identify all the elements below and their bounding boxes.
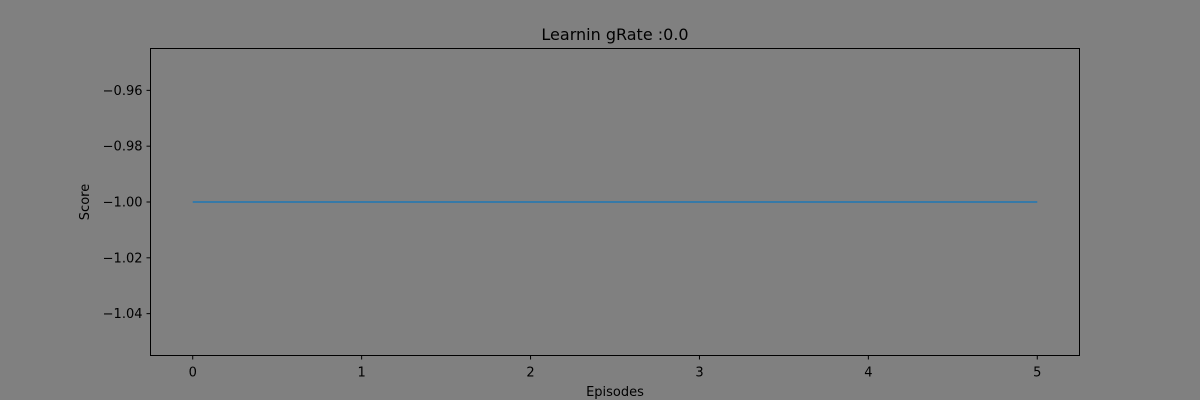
x-tick-label: 1	[357, 366, 365, 381]
x-tick-label: 0	[189, 366, 197, 381]
x-tick-label: 5	[1033, 366, 1041, 381]
y-tick-label: −1.04	[103, 307, 143, 322]
data-point	[868, 201, 870, 203]
x-tick-label: 2	[526, 366, 534, 381]
data-point	[530, 201, 532, 203]
y-tick-label: −1.00	[103, 196, 143, 211]
y-tick-label: −1.02	[103, 251, 143, 266]
x-tick-label: 4	[864, 366, 872, 381]
y-axis-label: Score	[78, 184, 93, 220]
y-tick-label: −0.98	[103, 140, 143, 155]
data-point	[699, 201, 701, 203]
y-tick-label: −0.96	[103, 84, 143, 99]
chart-title: Learnin gRate :0.0	[541, 25, 688, 44]
data-point	[1037, 201, 1039, 203]
x-axis: 0 1 2 3 4 5	[189, 355, 1041, 381]
y-axis: −0.96 −0.98 −1.00 −1.02 −1.04	[103, 84, 151, 322]
x-axis-label: Episodes	[586, 385, 644, 400]
data-point	[192, 201, 194, 203]
x-tick-label: 3	[695, 366, 703, 381]
series-layer	[192, 201, 1038, 203]
data-point	[361, 201, 363, 203]
